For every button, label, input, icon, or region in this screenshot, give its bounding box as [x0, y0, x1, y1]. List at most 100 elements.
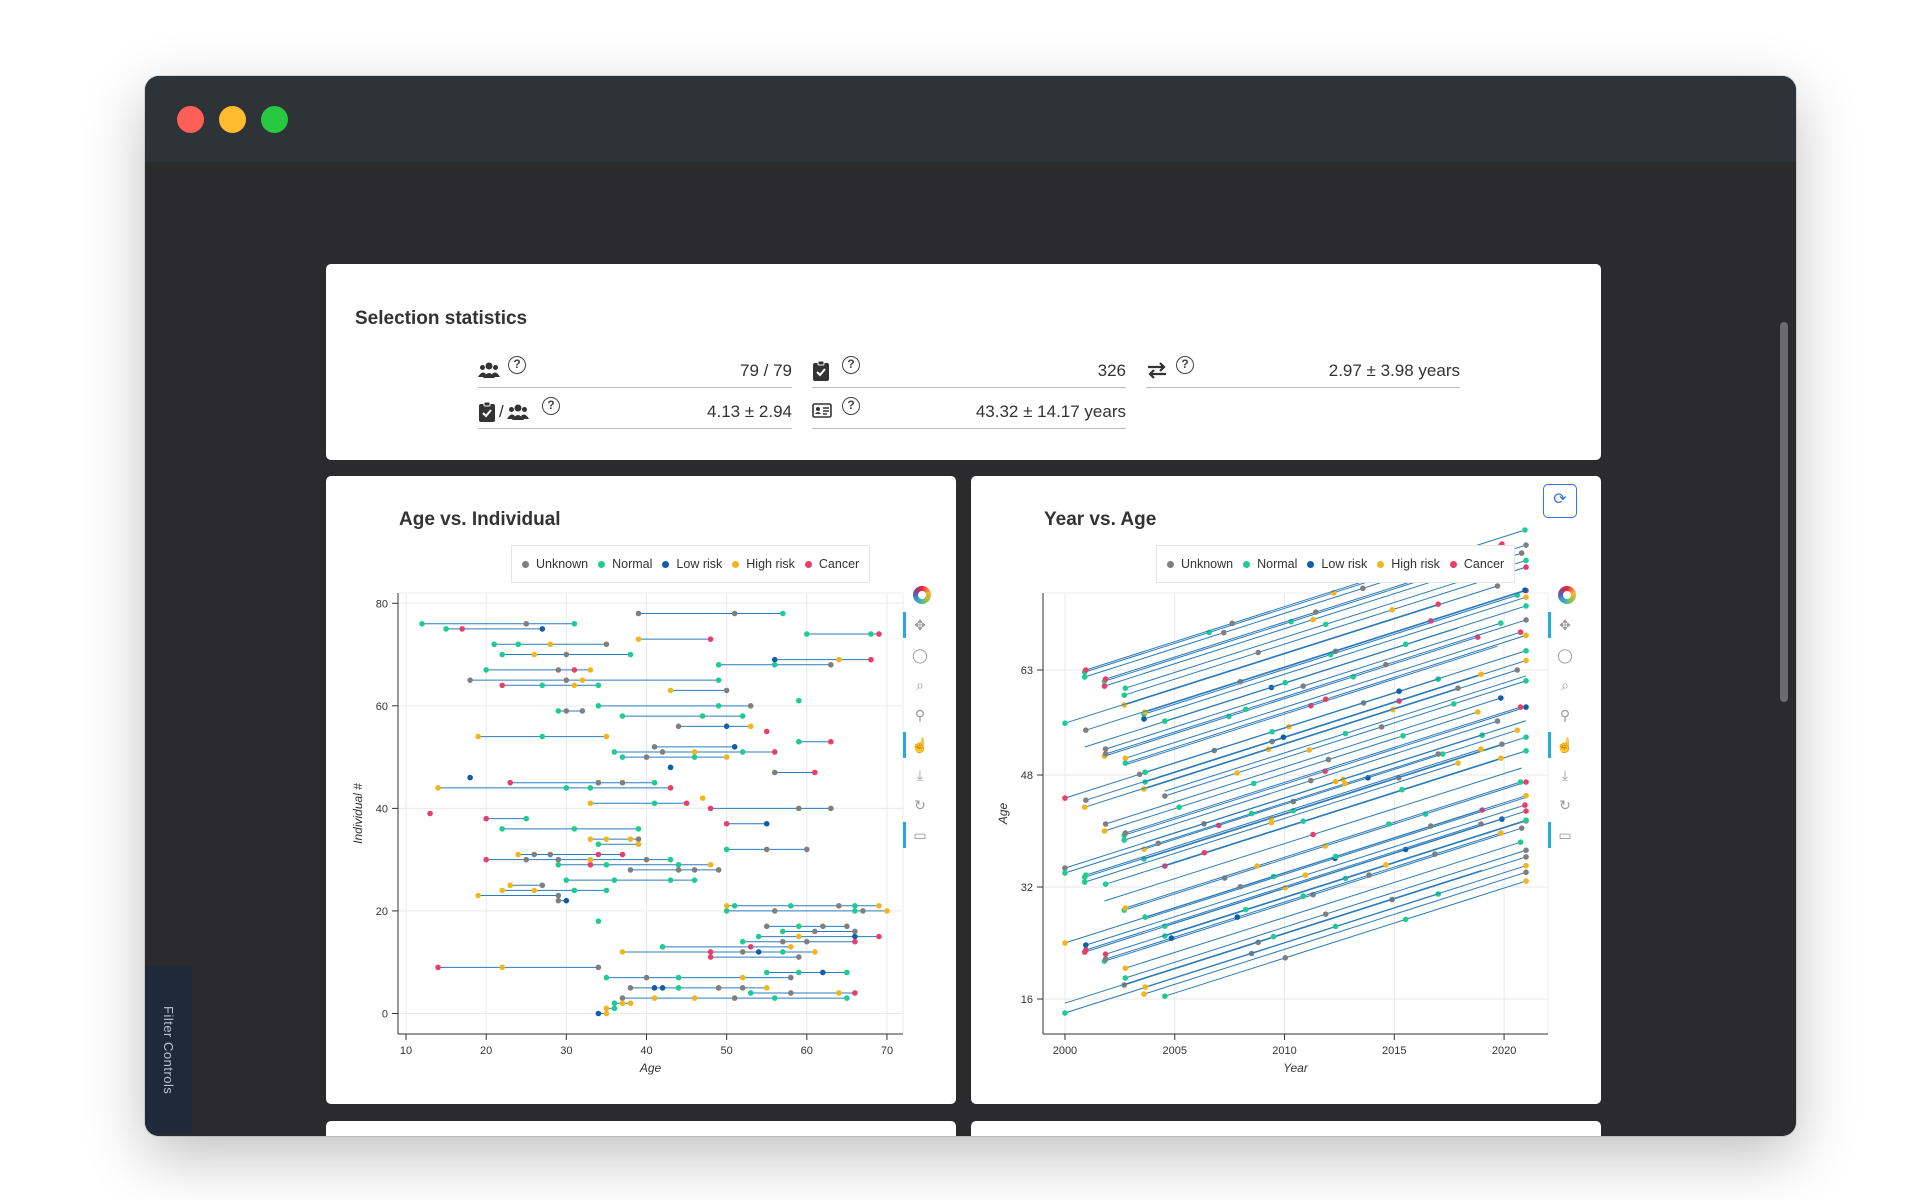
legend-item-high-risk[interactable]: High risk: [1377, 557, 1440, 571]
filter-controls-tab[interactable]: Filter Controls: [145, 966, 192, 1134]
x-axis-label: Age: [639, 1061, 662, 1075]
diagnosis-point: [828, 805, 834, 812]
diagnosis-point: [1523, 557, 1529, 564]
legend-swatch: [1167, 560, 1174, 568]
x-tick-label: 2010: [1272, 1045, 1296, 1057]
y-tick-label: 60: [376, 701, 388, 713]
diagnosis-point: [1229, 620, 1235, 627]
diagnosis-point: [828, 661, 834, 668]
legend-item-cancer[interactable]: Cancer: [804, 557, 859, 571]
lasso-icon[interactable]: ◯: [1557, 647, 1573, 663]
legend-swatch: [1243, 560, 1251, 568]
refresh-button[interactable]: ⟳: [1543, 484, 1577, 518]
diagnosis-point: [539, 682, 546, 689]
legend-item-unknown[interactable]: Unknown: [1167, 557, 1233, 571]
diagnosis-point: [876, 903, 882, 909]
help-icon[interactable]: ?: [842, 356, 860, 374]
box-zoom-icon[interactable]: ⌕: [1561, 677, 1569, 693]
diagnosis-point: [467, 677, 473, 683]
histology-diagnosis-card: Histology diagnosis 10: [971, 1121, 1601, 1136]
tap-icon[interactable]: ☝: [1548, 732, 1576, 758]
maximize-window-button[interactable]: [261, 106, 288, 133]
diagnosis-point: [1499, 741, 1505, 747]
legend-item-unknown[interactable]: Unknown: [522, 557, 588, 571]
hover-icon[interactable]: ▭: [1548, 822, 1576, 848]
diagnosis-point: [603, 641, 610, 648]
wheel-zoom-icon[interactable]: ⚲: [1559, 707, 1571, 723]
help-icon[interactable]: ?: [542, 397, 560, 415]
diagnosis-point: [739, 749, 746, 755]
diagnosis-point: [1522, 587, 1528, 593]
tap-icon[interactable]: ☝: [903, 732, 931, 758]
diagnosis-point: [812, 928, 818, 935]
cytology-diagnosis-plot[interactable]: [326, 1121, 956, 1136]
diagnosis-point: [539, 882, 546, 889]
diagnosis-point: [491, 641, 497, 648]
diagnosis-point: [611, 1005, 618, 1012]
diagnosis-point: [787, 903, 794, 909]
selection-statistics-card: Selection statistics ? 79 / 79 ? 326: [326, 264, 1601, 460]
hover-icon[interactable]: ▭: [903, 822, 931, 848]
diagnosis-point: [627, 651, 634, 658]
close-window-button[interactable]: [177, 106, 204, 133]
diagnosis-point: [619, 995, 626, 1001]
stat-exams: ? 326: [812, 352, 1126, 388]
diagnosis-point: [1451, 701, 1457, 707]
save-icon[interactable]: ⤓: [1561, 767, 1569, 783]
diagnosis-point: [1162, 718, 1168, 724]
diagnosis-point: [499, 887, 506, 894]
wheel-zoom-icon[interactable]: ⚲: [914, 707, 926, 723]
diagnosis-point: [812, 949, 818, 955]
y-tick-label: 32: [1021, 882, 1033, 894]
reset-icon[interactable]: ↻: [914, 797, 926, 813]
diagnosis-point: [667, 687, 674, 694]
pan-icon[interactable]: ✥: [903, 612, 931, 638]
page-scrollbar[interactable]: [1780, 322, 1788, 702]
diagnosis-point: [563, 677, 570, 683]
diagnosis-point: [667, 764, 674, 771]
legend-item-normal[interactable]: Normal: [1243, 557, 1297, 571]
plot-title: Year vs. Age: [1044, 509, 1157, 530]
diagnosis-point: [771, 656, 778, 663]
histology-diagnosis-plot[interactable]: 10: [971, 1121, 1601, 1136]
diagnosis-point: [795, 805, 802, 812]
individual-line: [1125, 781, 1521, 909]
minimize-window-button[interactable]: [219, 106, 246, 133]
bokeh-logo-icon[interactable]: [1558, 586, 1576, 604]
diagnosis-point: [884, 908, 890, 914]
diagnosis-point: [852, 903, 858, 909]
diagnosis-point: [587, 667, 594, 673]
diagnosis-point: [643, 754, 650, 760]
legend-item-normal[interactable]: Normal: [598, 557, 652, 571]
box-zoom-icon[interactable]: ⌕: [916, 677, 924, 693]
y-tick-label: 20: [376, 906, 388, 918]
diagnosis-point: [499, 651, 506, 658]
diagnosis-point: [595, 779, 602, 786]
bokeh-logo-icon[interactable]: [913, 586, 931, 604]
legend-item-high-risk[interactable]: High risk: [732, 557, 795, 571]
age-vs-individual-plot[interactable]: 10 20 30 40 50 60 70 0 20 40 60 80 Age Individual #: [326, 476, 956, 1104]
diagnosis-point: [603, 836, 610, 842]
pan-icon[interactable]: ✥: [1548, 612, 1576, 638]
diagnosis-point: [1136, 771, 1143, 778]
diagnosis-point: [715, 867, 722, 873]
reset-icon[interactable]: ↻: [1559, 797, 1571, 813]
diagnosis-point: [611, 877, 618, 883]
diagnosis-point: [1121, 837, 1128, 843]
diagnosis-point: [1083, 872, 1089, 878]
diagnosis-point: [1514, 727, 1521, 733]
legend-item-low-risk[interactable]: Low risk: [662, 557, 722, 571]
diagnosis-point: [707, 949, 714, 955]
diagnosis-point: [571, 826, 578, 832]
diagnosis-point: [795, 697, 802, 704]
legend-item-low-risk[interactable]: Low risk: [1307, 557, 1367, 571]
lasso-icon[interactable]: ◯: [912, 647, 928, 663]
legend-item-cancer[interactable]: Cancer: [1449, 557, 1504, 571]
diagnosis-point: [1396, 688, 1402, 695]
help-icon[interactable]: ?: [1176, 356, 1194, 374]
diagnosis-point: [1523, 854, 1529, 860]
help-icon[interactable]: ?: [508, 356, 526, 374]
save-icon[interactable]: ⤓: [916, 767, 924, 783]
help-icon[interactable]: ?: [842, 397, 860, 415]
diagnosis-point: [651, 744, 658, 750]
